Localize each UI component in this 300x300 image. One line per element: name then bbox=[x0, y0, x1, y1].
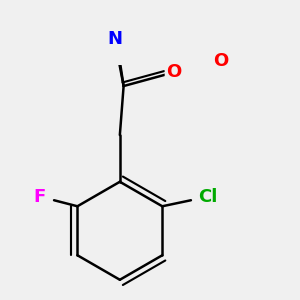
Text: O: O bbox=[167, 63, 182, 81]
Text: NH₂: NH₂ bbox=[238, 0, 273, 3]
Text: O: O bbox=[213, 52, 228, 70]
Text: Cl: Cl bbox=[198, 188, 217, 206]
Text: N: N bbox=[107, 30, 122, 48]
Text: F: F bbox=[34, 188, 46, 206]
